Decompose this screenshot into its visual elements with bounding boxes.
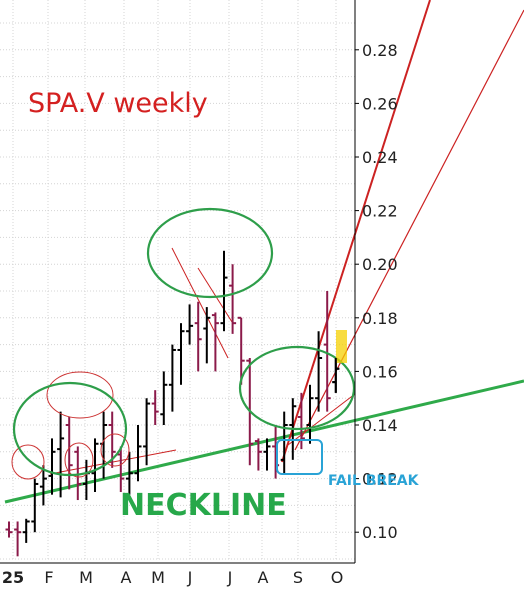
x-tick-label: J	[187, 568, 193, 587]
price-bar	[168, 344, 176, 412]
y-tick-label: 0.12	[362, 470, 398, 489]
y-tick-label: 0.16	[362, 362, 398, 381]
price-bar	[57, 411, 65, 498]
price-bar	[48, 438, 56, 495]
trendline-base	[287, 393, 356, 446]
y-tick-label: 0.28	[362, 41, 398, 60]
y-tick-label: 0.26	[362, 94, 398, 113]
x-tick-label: O	[331, 568, 344, 587]
price-bar	[14, 521, 22, 557]
small-circle-right	[100, 433, 130, 467]
price-bar	[280, 411, 288, 474]
right-shoulder-circle	[238, 345, 356, 431]
fail-break-label: FAIL BREAK	[328, 473, 419, 489]
price-bar	[65, 416, 73, 490]
y-tick-label: 0.22	[362, 202, 398, 221]
price-bar	[211, 312, 219, 372]
last-price-highlight	[336, 330, 347, 363]
small-circle-left	[11, 444, 45, 480]
price-bar	[143, 398, 151, 466]
annotation-layer-front	[11, 207, 356, 480]
price-bar	[254, 438, 262, 471]
chart-title: SPA.V weekly	[28, 88, 208, 119]
price-bar	[5, 521, 13, 538]
x-tick-label: 25	[2, 568, 24, 587]
price-bar	[22, 518, 30, 543]
price-bar	[186, 304, 194, 345]
axes: 0.28 0.26 0.24 0.22 0.20 0.18 0.16 0.14 0.12 0.10…	[0, 0, 398, 587]
price-bar	[220, 250, 228, 332]
x-tick-label: M	[151, 568, 165, 587]
y-tick-label: 0.20	[362, 255, 398, 274]
head-circle	[146, 207, 274, 299]
price-bar	[91, 438, 99, 492]
trendline-steep	[281, 0, 431, 463]
price-bar	[306, 384, 314, 444]
y-tick-label: 0.24	[362, 148, 398, 167]
price-bar	[323, 291, 331, 412]
price-bar	[229, 264, 237, 334]
price-bar	[177, 323, 185, 385]
x-tick-label: F	[44, 568, 53, 587]
trendline-wedge	[171, 247, 229, 359]
left-shoulder-circle	[12, 381, 128, 477]
x-tick-label: A	[258, 568, 269, 587]
price-bar	[160, 371, 168, 425]
price-bar	[31, 478, 39, 533]
fail-break-box	[276, 439, 323, 475]
price-bar	[237, 316, 245, 385]
price-bar	[263, 438, 271, 471]
price-bar	[82, 459, 90, 501]
price-bar	[39, 465, 47, 506]
neckline-label: NECKLINE	[120, 488, 287, 523]
y-tick-label: 0.18	[362, 309, 398, 328]
price-bar	[203, 307, 211, 364]
y-tick-label: 0.14	[362, 416, 398, 435]
price-bar	[74, 446, 82, 501]
neckline	[4, 379, 524, 504]
price-bar	[134, 425, 142, 482]
price-bar	[125, 451, 133, 495]
grid	[0, 0, 355, 560]
small-circle-top	[46, 371, 114, 419]
trendline-steep-2	[294, 9, 524, 451]
price-bar	[194, 301, 202, 372]
x-tick-label: A	[121, 568, 132, 587]
annotation-layer-back	[4, 0, 524, 504]
x-tick-label: S	[293, 568, 303, 587]
trendline-wedge-2	[197, 267, 233, 323]
x-tick-label: J	[227, 568, 233, 587]
price-bar	[151, 390, 159, 425]
y-tick-label: 0.10	[362, 523, 398, 542]
small-circle-mid	[64, 442, 94, 478]
x-tick-label: M	[79, 568, 93, 587]
price-bar	[315, 331, 323, 412]
